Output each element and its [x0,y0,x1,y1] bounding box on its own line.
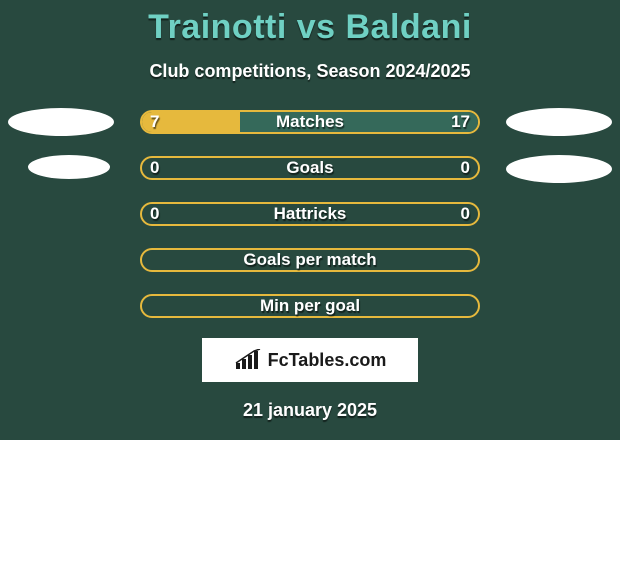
logo-bars-icon [234,349,262,371]
stat-label: Min per goal [0,294,620,318]
footer-date: 21 january 2025 [0,400,620,421]
card-title: Trainotti vs Baldani [0,0,620,47]
stat-label: Goals per match [0,248,620,272]
stat-row: Goals per match [0,248,620,272]
stat-row: 00Goals [0,156,620,180]
player-right-name: Baldani [346,8,472,46]
stat-label: Goals [0,156,620,180]
stat-rows: 717Matches 00Goals 00Hattricks Goals per ma… [0,110,620,318]
card-subtitle: Club competitions, Season 2024/2025 [0,61,620,82]
stat-label: Matches [0,110,620,134]
player-left-name: Trainotti [148,8,287,46]
stat-label: Hattricks [0,202,620,226]
logo-text: FcTables.com [268,350,387,371]
comparison-card: Trainotti vs Baldani Club competitions, … [0,0,620,440]
vs-separator: vs [287,8,346,46]
stat-row: Min per goal [0,294,620,318]
site-logo: FcTables.com [202,338,418,382]
stat-row: 717Matches [0,110,620,134]
stat-row: 00Hattricks [0,202,620,226]
